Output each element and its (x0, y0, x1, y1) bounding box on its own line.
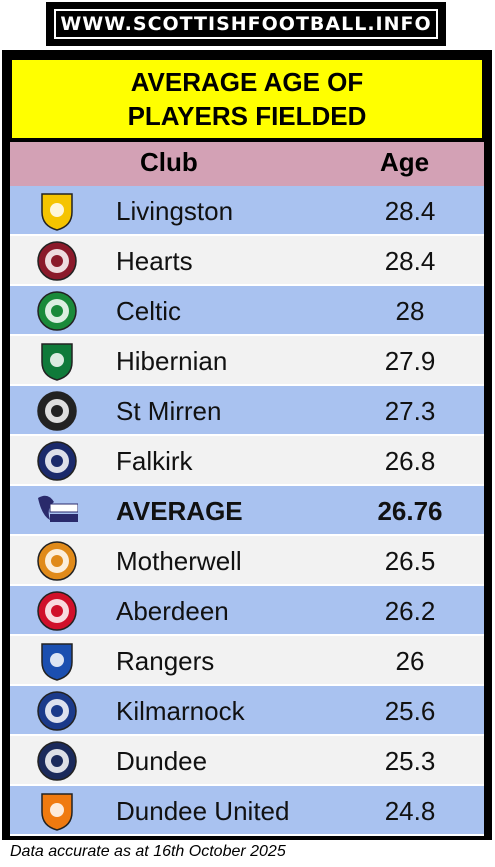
table-row: Rangers 26 (10, 636, 484, 686)
table-row: St Mirren 27.3 (10, 386, 484, 436)
club-name: Kilmarnock (116, 696, 245, 726)
page-title: AVERAGE AGE OF PLAYERS FIELDED (10, 58, 484, 140)
motherwell-crest-icon (37, 541, 77, 581)
club-name: Livingston (116, 196, 234, 226)
table-row: Kilmarnock 25.6 (10, 686, 484, 736)
table-row: Hibernian 27.9 (10, 336, 484, 386)
average-age-value: 28.4 (384, 196, 436, 226)
club-name: Falkirk (116, 446, 193, 476)
average-age-value: 25.3 (384, 746, 436, 776)
table-row: Livingston 28.4 (10, 186, 484, 236)
table-row: Aberdeen 26.2 (10, 586, 484, 636)
club-name: Aberdeen (116, 596, 229, 626)
aberdeen-crest-icon (37, 591, 77, 631)
club-name: Celtic (116, 296, 182, 326)
hearts-crest-icon (37, 241, 77, 281)
average-age-value: 27.3 (384, 396, 436, 426)
average-age-value: 26.5 (384, 546, 436, 576)
st-mirren-crest-icon (37, 391, 77, 431)
table-row: Celtic 28 (10, 286, 484, 336)
title-line-1: AVERAGE AGE OF (130, 67, 364, 97)
dundee-crest-icon (37, 741, 77, 781)
table-body: Livingston 28.4 Hearts 28.4 Celtic 28 Hibernia… (10, 186, 484, 836)
club-name: Dundee (116, 746, 208, 776)
club-name: Hibernian (116, 346, 228, 376)
club-name: Rangers (116, 646, 215, 676)
table-row: Dundee 25.3 (10, 736, 484, 786)
average-age-value: 28.4 (384, 246, 436, 276)
kilmarnock-crest-icon (37, 691, 77, 731)
average-age-value: 26.8 (384, 446, 436, 476)
celtic-crest-icon (37, 291, 77, 331)
average-age-value: 26 (395, 646, 425, 676)
average-age-value: 26.76 (377, 496, 443, 526)
club-name: Hearts (116, 246, 193, 276)
premiership-logo-icon (38, 495, 78, 522)
table-row: Motherwell 26.5 (10, 536, 484, 586)
site-url: WWW.SCOTTISHFOOTBALL.INFO (54, 9, 438, 39)
column-header-age: Age (380, 147, 430, 177)
table-row: Hearts 28.4 (10, 236, 484, 286)
table-row: Falkirk 26.8 (10, 436, 484, 486)
average-age-value: 27.9 (384, 346, 436, 376)
livingston-crest-icon (41, 193, 73, 231)
column-header-club: Club (140, 147, 198, 177)
table-header: Club Age (10, 142, 484, 186)
title-line-2: PLAYERS FIELDED (127, 101, 367, 131)
club-name: Motherwell (116, 546, 242, 576)
average-age-value: 28 (395, 296, 425, 326)
rangers-crest-icon (41, 643, 73, 681)
average-age-value: 26.2 (384, 596, 436, 626)
table-frame: AVERAGE AGE OF PLAYERS FIELDED Club Age … (2, 50, 492, 840)
club-name: Dundee United (116, 796, 290, 826)
average-age-value: 24.8 (384, 796, 436, 826)
footnote: Data accurate as at 16th October 2025 (10, 843, 286, 860)
club-name: St Mirren (116, 396, 222, 426)
average-age-value: 25.6 (384, 696, 436, 726)
club-name: AVERAGE (116, 496, 243, 526)
average-row: AVERAGE 26.76 (10, 486, 484, 536)
site-banner: WWW.SCOTTISHFOOTBALL.INFO (46, 2, 446, 46)
falkirk-crest-icon (37, 441, 77, 481)
hibernian-crest-icon (41, 343, 73, 381)
dundee-united-crest-icon (41, 793, 73, 831)
table-row: Dundee United 24.8 (10, 786, 484, 836)
